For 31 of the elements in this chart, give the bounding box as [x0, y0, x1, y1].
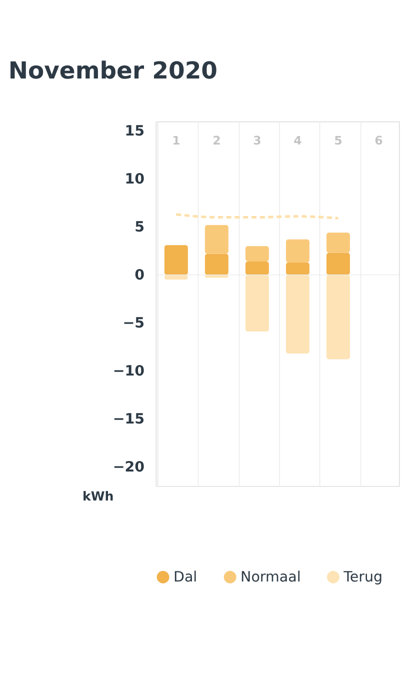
x-tick-label: 2 [212, 133, 221, 148]
bar [204, 254, 228, 275]
bar [245, 274, 269, 332]
x-tick-label: 4 [294, 133, 302, 148]
x-tick-label: 6 [374, 133, 383, 148]
y-axis-title: kWh [82, 488, 114, 504]
bar [245, 261, 269, 275]
y-tick-label: −5 [122, 315, 145, 332]
y-tick-label: 10 [124, 172, 145, 188]
x-tick-label: 5 [334, 133, 342, 148]
bar [286, 239, 310, 262]
x-tick-label: 1 [172, 133, 180, 148]
chart-title: November 2020 [8, 56, 218, 85]
x-tick-label: 3 [253, 133, 262, 148]
bar [204, 224, 228, 254]
legend-label: Normaal [240, 569, 301, 586]
bar [245, 246, 269, 262]
bar [326, 232, 350, 253]
y-tick-label: 0 [134, 267, 145, 284]
legend-label: Dal [174, 569, 198, 586]
bar [326, 252, 350, 275]
y-tick-label: −20 [112, 459, 145, 476]
y-tick-label: −15 [112, 411, 145, 428]
legend-label: Terug [342, 569, 383, 586]
y-tick-label: 5 [134, 220, 145, 236]
bar [164, 245, 188, 275]
bar [286, 274, 310, 354]
bar [326, 274, 350, 360]
bar [286, 262, 310, 275]
y-tick-label: −10 [112, 363, 145, 380]
y-tick-label: 15 [124, 124, 145, 140]
